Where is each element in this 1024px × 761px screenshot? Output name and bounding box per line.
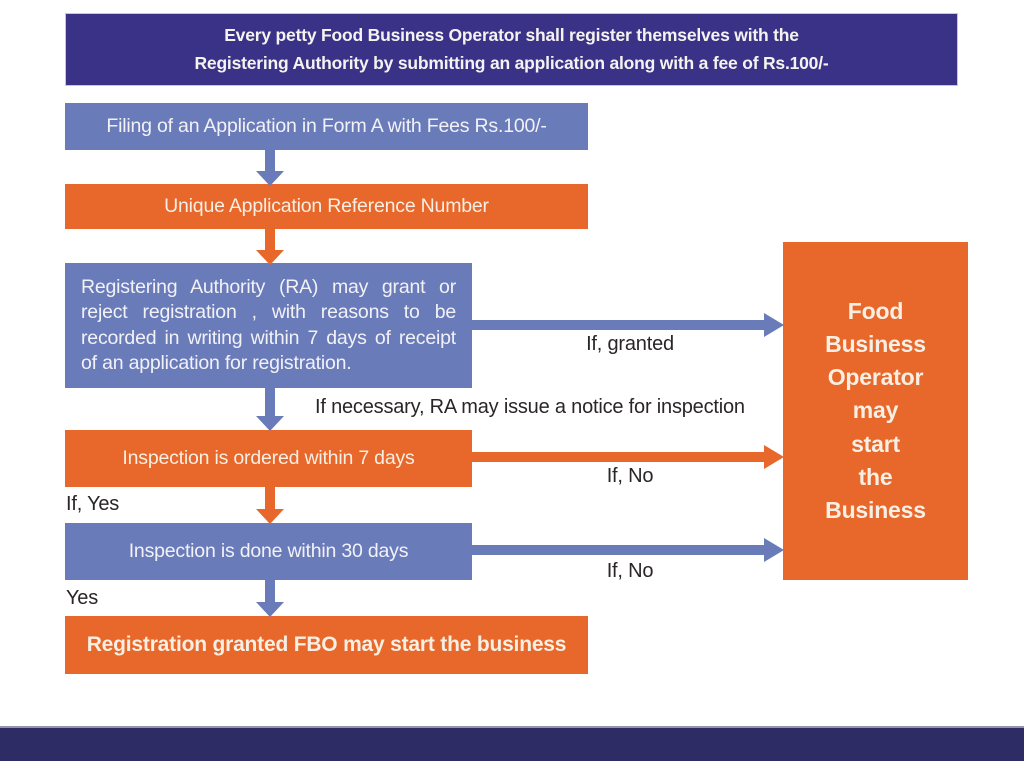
arrow-head (764, 313, 784, 337)
arrow-shaft (472, 320, 767, 330)
arrow-head (256, 416, 284, 431)
node-fbo-may-start-business: Food Business Operator may start the Bus… (783, 242, 968, 580)
arrow-head (256, 250, 284, 265)
arrow-head (256, 171, 284, 186)
node-filing-application: Filing of an Application in Form A with … (65, 103, 588, 150)
node-inspection-done-label: Inspection is done within 30 days (128, 540, 409, 562)
arrow-shaft (265, 485, 275, 509)
banner-line-1: Every petty Food Business Operator shall… (224, 25, 799, 46)
arrow-down-inspection-ordered-to-done-icon (256, 485, 284, 524)
arrow-head (256, 602, 284, 617)
node-ra-grant-or-reject-label: Registering Authority (RA) may grant or … (81, 275, 456, 374)
node-registration-granted: Registration granted FBO may start the b… (65, 616, 588, 674)
node-registration-granted-label: Registration granted FBO may start the b… (86, 633, 567, 656)
arrow-head (764, 538, 784, 562)
edge-label-notice-for-inspection: If necessary, RA may issue a notice for … (315, 396, 745, 418)
banner-petty-fbo-rule: Every petty Food Business Operator shall… (65, 13, 958, 86)
node-ra-grant-or-reject: Registering Authority (RA) may grant or … (65, 263, 472, 388)
node-fbo-may-start-business-label: Food Business Operator may start the Bus… (825, 298, 926, 523)
arrow-down-ra-to-inspection-ordered-icon (256, 386, 284, 431)
arrow-shaft (265, 227, 275, 250)
edge-label-if-no-top: If, No (606, 465, 654, 487)
arrow-shaft (265, 386, 275, 416)
edge-label-yes: Yes (66, 587, 99, 609)
arrow-down-inspection-done-to-registration-icon (256, 578, 284, 617)
node-inspection-ordered-label: Inspection is ordered within 7 days (122, 447, 415, 469)
node-unique-application-reference-number: Unique Application Reference Number (65, 184, 588, 229)
edge-label-if-no-bottom: If, No (606, 560, 654, 582)
arrow-head (764, 445, 784, 469)
node-uarn-label: Unique Application Reference Number (164, 195, 489, 217)
arrow-right-ra-granted-to-fbo-icon (472, 312, 784, 338)
edge-label-if-granted: If, granted (586, 333, 674, 355)
arrow-right-inspection-done-no-to-fbo-icon (472, 537, 784, 563)
footer-bar (0, 726, 1024, 761)
arrow-down-uarn-to-ra-icon (256, 227, 284, 265)
arrow-right-inspection-ordered-no-to-fbo-icon (472, 444, 784, 470)
arrow-head (256, 509, 284, 524)
node-inspection-done: Inspection is done within 30 days (65, 523, 472, 580)
arrow-shaft (265, 148, 275, 171)
arrow-down-filing-to-uarn-icon (256, 148, 284, 186)
banner-line-2: Registering Authority by submitting an a… (194, 52, 829, 73)
arrow-shaft (265, 578, 275, 602)
node-inspection-ordered: Inspection is ordered within 7 days (65, 430, 472, 487)
arrow-shaft (472, 452, 767, 462)
node-filing-application-label: Filing of an Application in Form A with … (106, 115, 547, 137)
arrow-shaft (472, 545, 767, 555)
edge-label-if-yes: If, Yes (66, 493, 120, 515)
